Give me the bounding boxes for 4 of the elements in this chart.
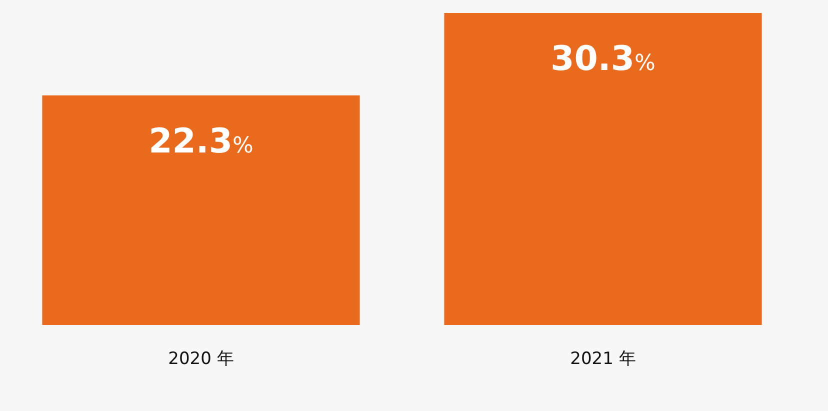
x-tick-label: 2020 年 bbox=[168, 349, 234, 369]
x-tick-label: 2021 年 bbox=[570, 349, 636, 369]
data-label: 22.3% bbox=[148, 121, 254, 162]
data-label: 30.3% bbox=[550, 39, 656, 79]
